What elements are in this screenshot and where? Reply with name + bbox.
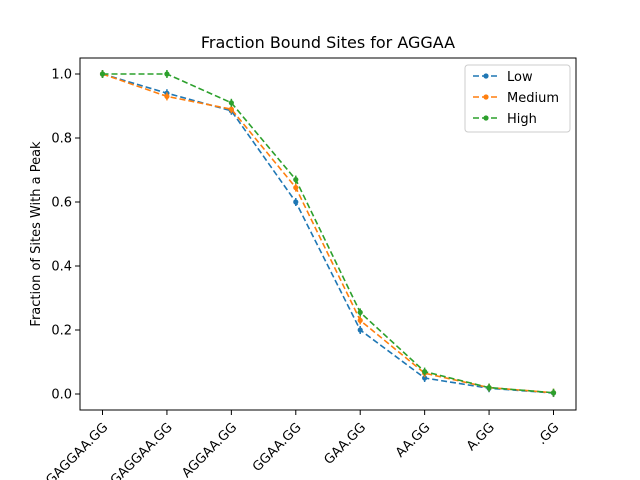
data-point [422, 369, 428, 375]
legend-label: High [507, 112, 537, 127]
series-line-medium [102, 73, 554, 394]
series-layer [99, 70, 557, 398]
data-point [99, 71, 106, 77]
legend-marker [483, 94, 489, 100]
data-point [357, 317, 363, 323]
y-tick-label: 0.2 [51, 324, 72, 339]
y-tick-label: 0.6 [51, 196, 72, 211]
legend-box [464, 64, 571, 133]
series-line-high [102, 73, 554, 394]
y-tick-label: 0.0 [51, 388, 72, 403]
data-point [293, 185, 299, 191]
series-line-low [102, 73, 554, 394]
y-tick-label: 0.8 [51, 132, 72, 147]
legend-label: Low [507, 70, 533, 85]
y-tick-label: 1.0 [51, 68, 72, 83]
data-point [486, 385, 492, 391]
data-point [228, 106, 234, 112]
y-axis-title: Fraction of Sites With a Peak [29, 141, 44, 327]
data-point [550, 390, 557, 396]
legend-marker [483, 115, 489, 121]
data-point [357, 309, 363, 315]
plot-frame [79, 57, 577, 411]
data-point [422, 375, 428, 381]
legend-label: Medium [507, 91, 559, 106]
data-point [293, 177, 299, 183]
y-tick-label: 0.4 [51, 260, 72, 275]
data-point [164, 93, 170, 99]
data-point [228, 100, 234, 106]
data-point [164, 71, 170, 77]
data-point [293, 199, 299, 205]
chart-title: Fraction Bound Sites for AGGAA [201, 33, 455, 52]
data-point [357, 327, 363, 333]
legend: Low Medium High [464, 64, 571, 133]
legend-marker [483, 73, 489, 79]
